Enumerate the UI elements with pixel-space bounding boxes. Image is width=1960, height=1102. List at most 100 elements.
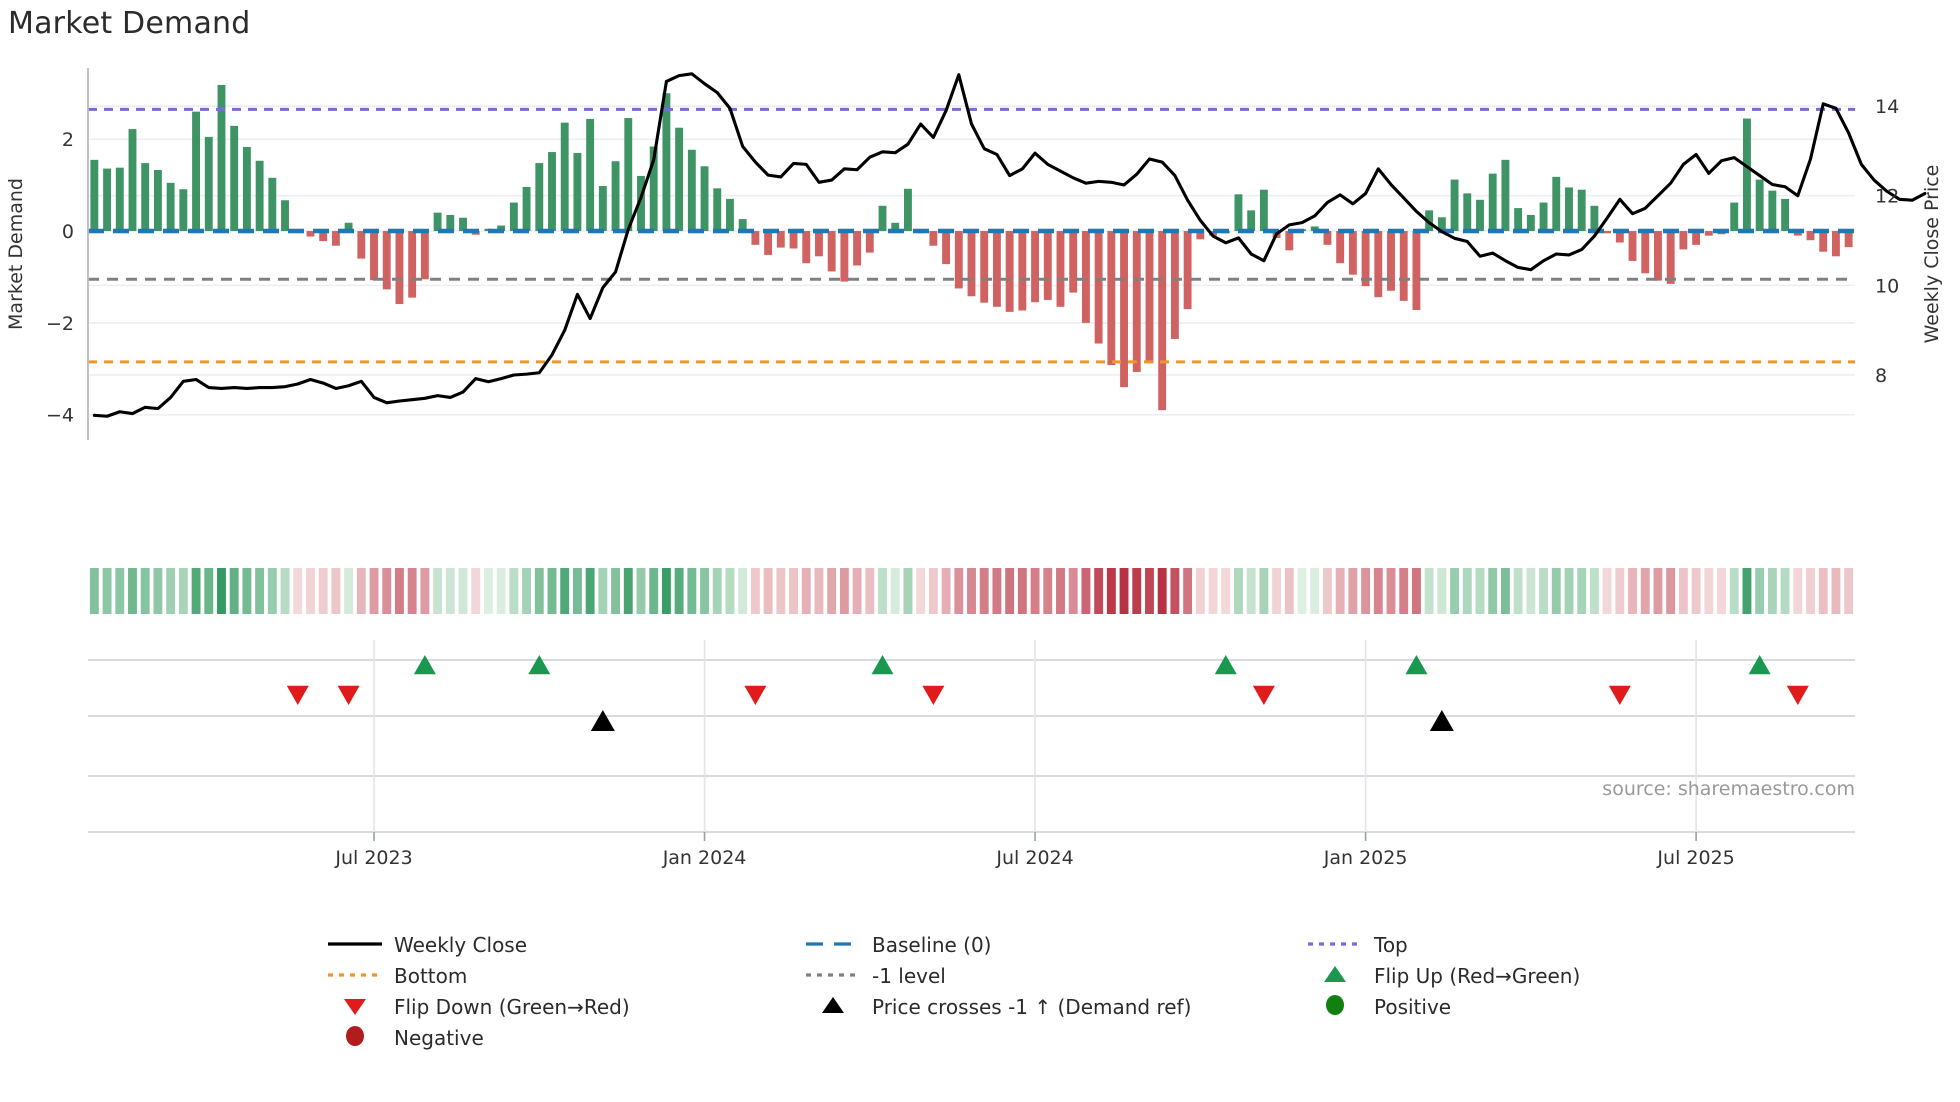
left-axis-tick: −4: [46, 405, 74, 427]
legend-item[interactable]: Negative: [346, 1026, 484, 1050]
heatmap-cell: [801, 568, 811, 614]
heatmap-cell: [1755, 568, 1765, 614]
legend-item[interactable]: Flip Up (Red→Green): [1324, 964, 1580, 988]
flip-up-marker: [528, 655, 551, 675]
heatmap-cell: [865, 568, 875, 614]
legend-item-label: Baseline (0): [872, 933, 991, 957]
heatmap-cell: [1717, 568, 1726, 614]
legend-item[interactable]: Baseline (0): [806, 933, 991, 957]
demand-bar: [713, 188, 722, 232]
heatmap-cell: [623, 568, 633, 614]
x-axis-tick-label: Jul 2025: [1656, 847, 1734, 869]
demand-bar: [1730, 202, 1739, 232]
heatmap-cell: [1742, 568, 1752, 614]
demand-bar: [726, 198, 734, 232]
demand-bar: [1183, 231, 1192, 310]
heatmap-cell: [649, 568, 659, 614]
legend-triangle-down-icon: [344, 999, 366, 1015]
demand-bar: [903, 188, 912, 232]
demand-bar: [1399, 231, 1408, 301]
heatmap-cell: [916, 568, 926, 614]
demand-bar: [433, 212, 442, 232]
demand-bar: [865, 231, 874, 253]
legend-item[interactable]: Bottom: [328, 964, 467, 988]
demand-bar: [1120, 231, 1128, 388]
heatmap-cell: [763, 568, 773, 614]
demand-bar: [1628, 231, 1637, 261]
demand-bar: [1158, 231, 1167, 411]
legend-item-label: Flip Down (Green→Red): [394, 995, 630, 1019]
demand-bar: [1831, 231, 1840, 257]
demand-bar: [1679, 231, 1688, 250]
heatmap-cell: [1106, 568, 1116, 614]
demand-bar: [1374, 231, 1383, 298]
heatmap-cell: [344, 568, 354, 614]
demand-bar: [929, 231, 938, 246]
heatmap-cell: [1386, 568, 1396, 614]
heatmap-cell: [967, 568, 976, 614]
demand-bar: [1132, 231, 1141, 373]
price-cross-marker: [1429, 710, 1454, 731]
heatmap-cell: [178, 568, 188, 614]
legend-item[interactable]: Top: [1308, 933, 1408, 957]
left-axis-tick: 0: [62, 221, 74, 243]
reference-lines: [88, 107, 1855, 364]
flip-down-marker: [744, 685, 767, 705]
legend-item[interactable]: Positive: [1326, 995, 1451, 1019]
heatmap-cell: [1551, 568, 1561, 614]
demand-bar: [611, 161, 620, 232]
demand-bar: [1539, 202, 1548, 232]
demand-bar: [1247, 210, 1256, 232]
demand-bar: [687, 149, 696, 232]
heatmap-cell: [1691, 568, 1701, 614]
demand-bar: [90, 159, 99, 232]
demand-bar: [1844, 231, 1853, 248]
demand-bar: [942, 231, 951, 265]
left-axis-tick: −2: [46, 313, 74, 335]
demand-bar: [1234, 194, 1243, 232]
demand-bar: [1590, 205, 1599, 232]
chart-legend: Weekly Close Baseline (0) Top Bottom -1 leve…: [328, 933, 1580, 1050]
demand-bar: [192, 111, 200, 232]
heatmap-cell: [1513, 568, 1523, 614]
heatmap-cell: [611, 568, 621, 614]
legend-item[interactable]: Flip Down (Green→Red): [344, 995, 630, 1019]
heatmap-cell: [1056, 568, 1065, 614]
right-axis-tick: 10: [1875, 275, 1899, 297]
heatmap-cell: [102, 568, 112, 614]
flip-down-marker: [1608, 685, 1631, 705]
demand-bar: [370, 231, 378, 281]
demand-bar: [954, 231, 963, 289]
demand-bar: [1476, 199, 1484, 232]
legend-item[interactable]: Price crosses -1 ↑ (Demand ref): [822, 995, 1191, 1019]
heatmap-cell: [1411, 568, 1421, 614]
heatmap-cell: [255, 568, 265, 614]
heatmap-cell: [267, 568, 277, 614]
heatmap-cell: [1793, 568, 1803, 614]
demand-bar: [446, 214, 455, 232]
heatmap-cell: [483, 568, 493, 614]
demand-bar: [827, 231, 836, 272]
heatmap-cell: [1017, 568, 1027, 614]
heatmap-cell: [1462, 568, 1472, 614]
flip-up-marker: [1214, 655, 1237, 675]
heatmap-cell: [471, 568, 481, 614]
x-tick-guides: [373, 640, 1697, 841]
demand-bar: [1526, 214, 1535, 232]
demand-bar: [1145, 231, 1154, 364]
right-axis-tick: 12: [1875, 186, 1899, 208]
heatmap-cell: [356, 568, 366, 614]
demand-bar: [637, 175, 645, 232]
heatmap-cell: [280, 568, 290, 614]
demand-bar: [1056, 231, 1065, 307]
demand-bar: [1094, 231, 1103, 344]
demand-bar: [166, 182, 175, 232]
legend-item[interactable]: Weekly Close: [328, 933, 527, 957]
heatmap-cell: [1729, 568, 1739, 614]
flip-down-marker: [1786, 685, 1809, 705]
demand-bar: [1704, 231, 1713, 236]
demand-bar: [1005, 231, 1014, 312]
legend-item[interactable]: -1 level: [806, 964, 946, 988]
